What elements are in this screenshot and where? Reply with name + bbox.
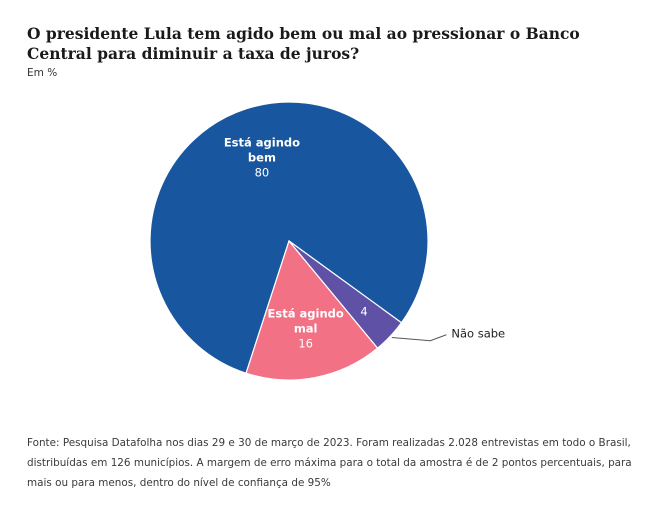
pie-slice-0 [149, 101, 429, 374]
slice-value-0: 80 [255, 166, 270, 180]
slice-value-2: 4 [360, 304, 367, 318]
slice-label-0-line-1: bem [248, 151, 276, 165]
chart-title: O presidente Lula tem agido bem ou mal a… [27, 24, 580, 63]
slice-label-2: Não sabe [451, 327, 505, 341]
leader-line [391, 334, 447, 342]
chart-subtitle: Em % [27, 67, 58, 79]
slice-label-1-line-0: Está agindo [268, 306, 344, 320]
slice-label-0-line-0: Está agindo [224, 136, 300, 150]
pie-slice-1 [245, 239, 379, 381]
pie-slice-2 [288, 240, 403, 349]
source-note: Fonte: Pesquisa Datafolha nos dias 29 e … [27, 437, 632, 489]
pie-slices [149, 101, 429, 381]
slice-label-1-line-1: mal [294, 321, 318, 335]
slice-value-1: 16 [298, 336, 313, 350]
